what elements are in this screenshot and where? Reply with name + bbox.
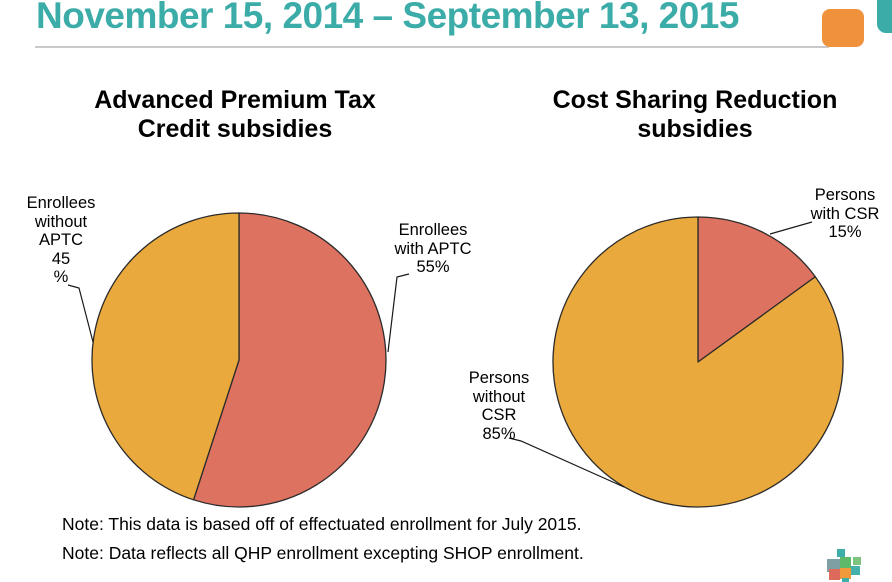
leader-line-aptc-with [387,273,410,353]
note-effectuated-enrollment: Note: This data is based off of effectua… [62,514,582,534]
teal-corner-square [877,0,892,33]
squares-cluster-logo [826,547,872,582]
logo-square [827,559,840,572]
logo-square [853,557,861,565]
left-chart-title: Advanced Premium Tax Credit subsidies [94,86,376,143]
title-divider [35,46,829,48]
label-enrollees-without-aptc: Enrollees without APTC 45 % [26,194,96,286]
pie-slice-enrollees-with-aptc [192,212,387,508]
orange-corner-square [822,9,864,47]
pie-slice-persons-without-csr [552,216,844,508]
pie-slice-enrollees-without-aptc [91,212,240,501]
leader-line-aptc-without [67,284,94,343]
label-persons-without-csr: Persons without CSR 85% [468,369,530,443]
pie-chart-csr [552,216,844,508]
label-enrollees-with-aptc: Enrollees with APTC 55% [394,221,472,276]
logo-square [840,557,851,568]
logo-square [840,568,851,579]
right-chart-title: Cost Sharing Reduction subsidies [552,86,838,143]
leader-line-csr-without [508,437,625,488]
slide-title: November 15, 2014 – September 13, 2015 [36,0,739,36]
logo-square [837,549,845,557]
note-qhp-enrollment: Note: Data reflects all QHP enrollment e… [62,543,584,563]
logo-square [829,569,840,580]
logo-square [842,578,849,582]
pie-chart-aptc [91,212,387,508]
logo-square [851,566,860,575]
label-persons-with-csr: Persons with CSR 15% [810,186,880,241]
